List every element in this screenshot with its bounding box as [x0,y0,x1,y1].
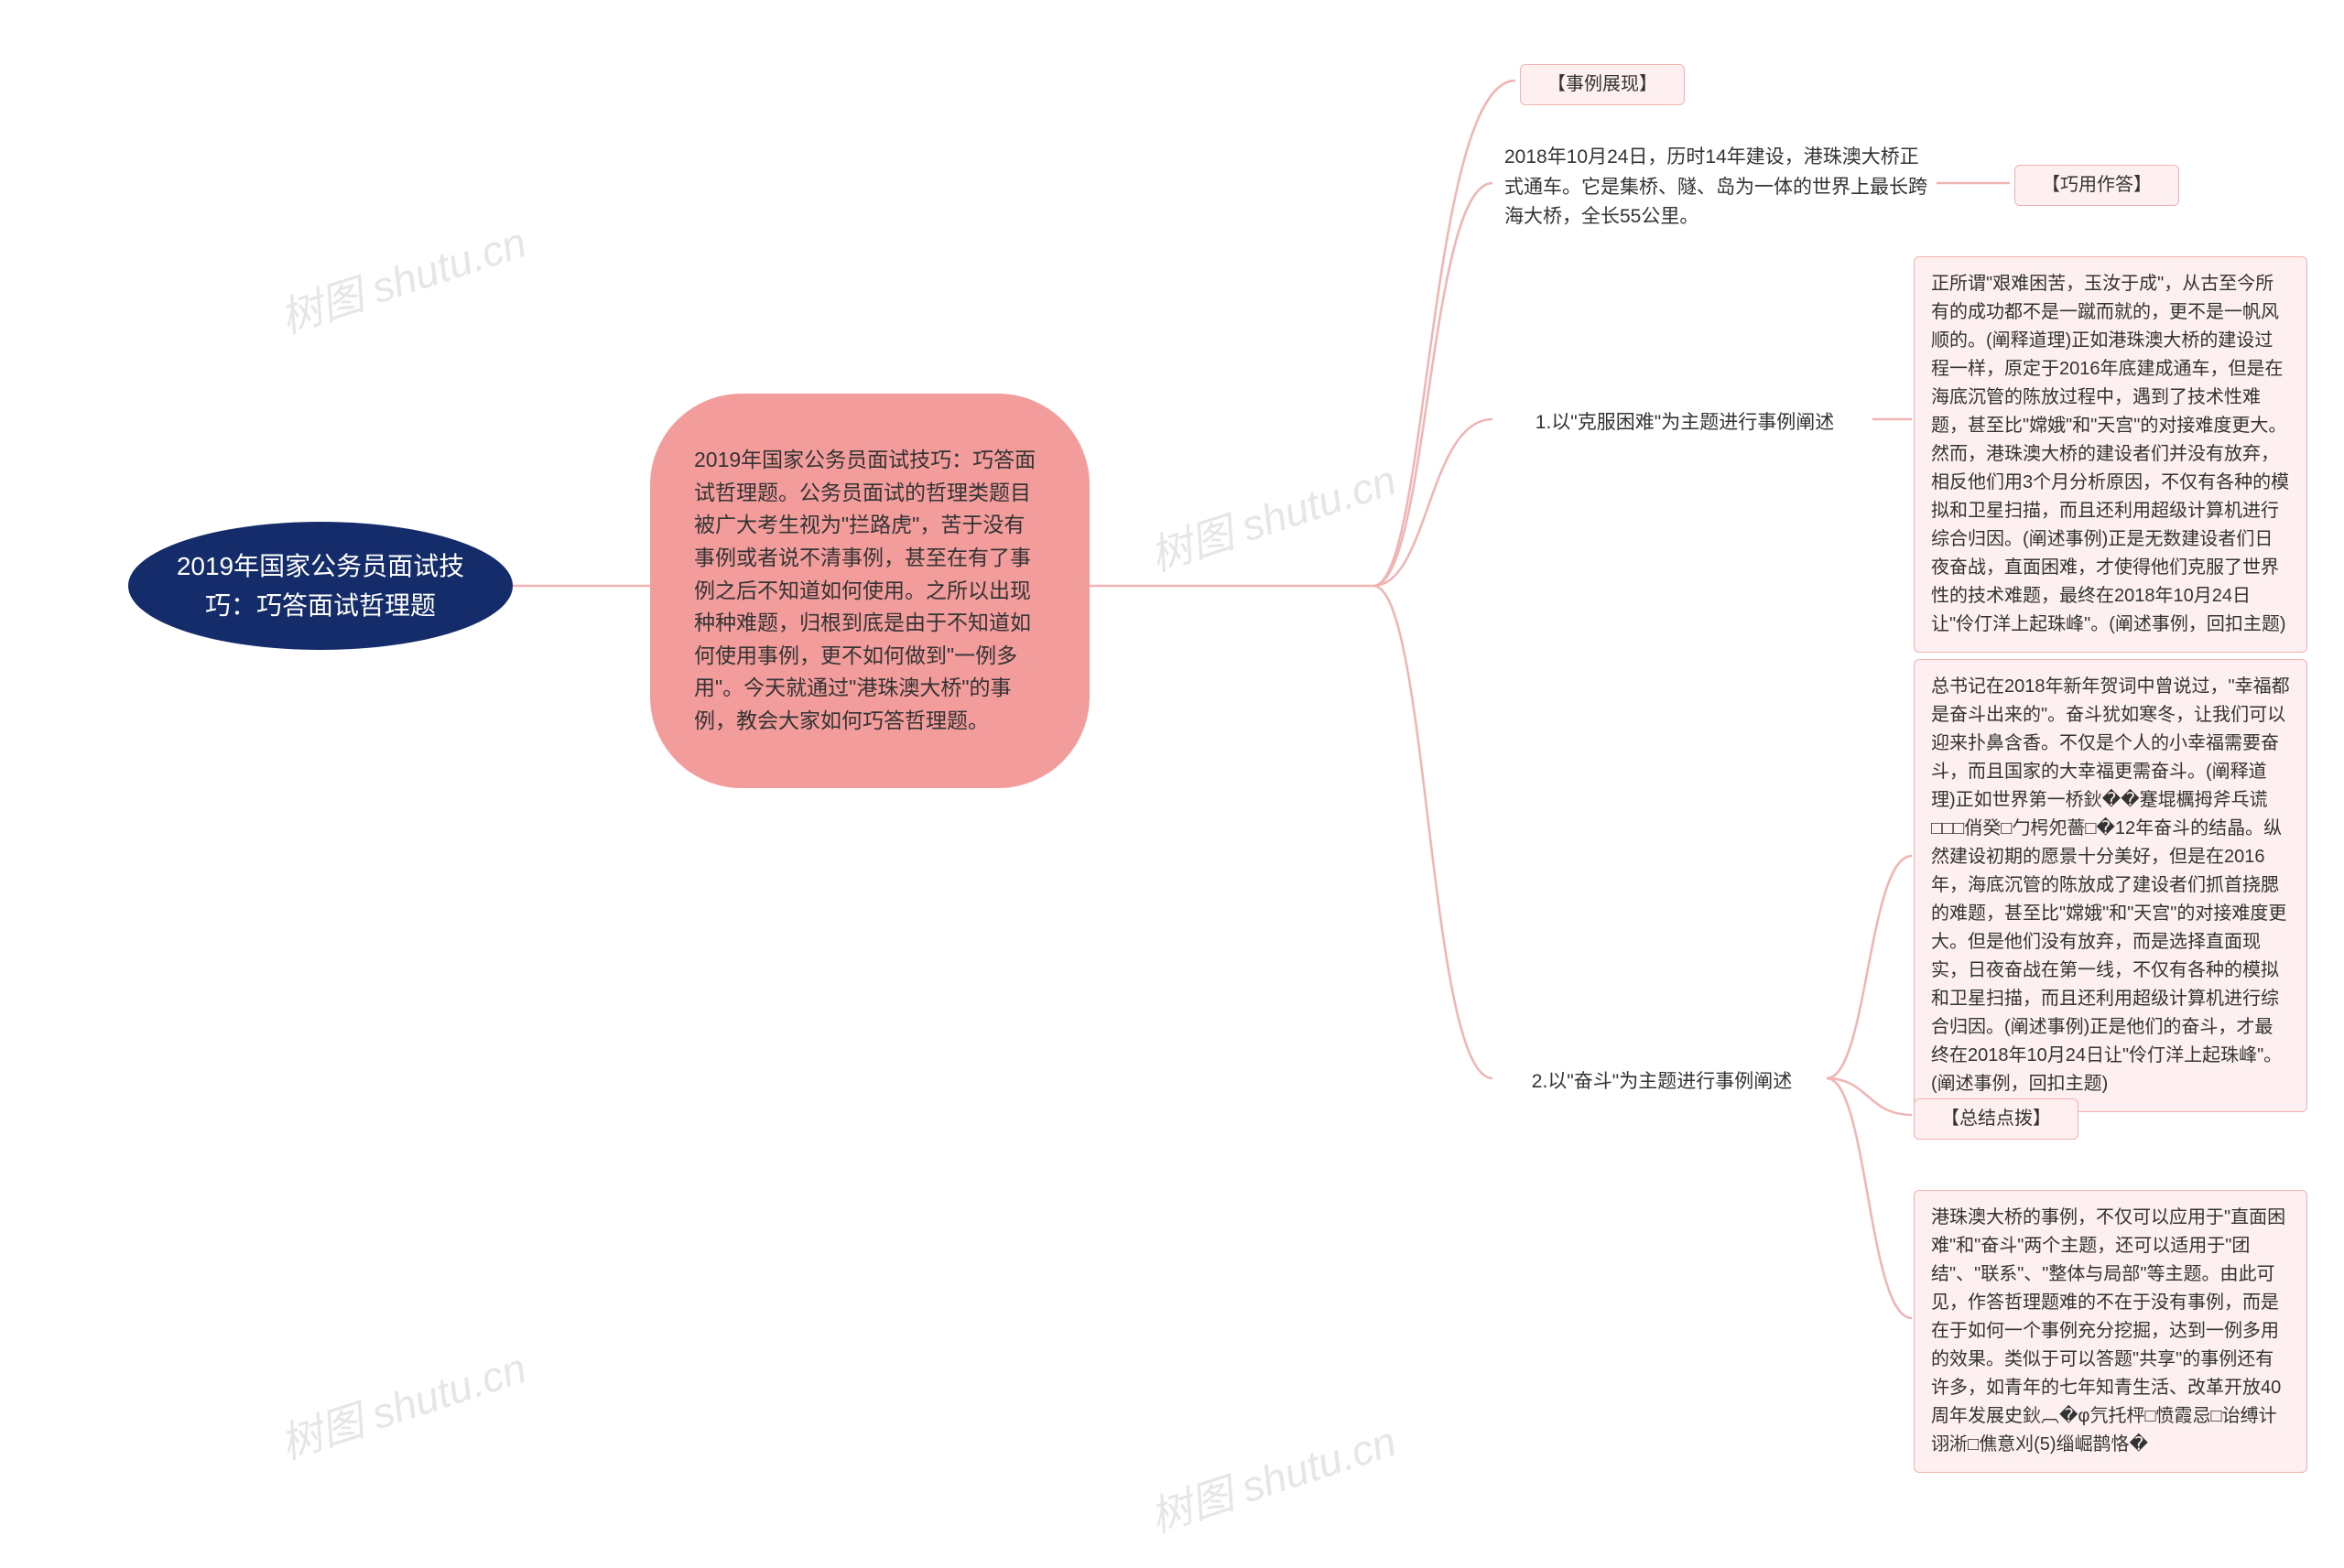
level1-text: 2019年国家公务员面试技巧：巧答面试哲理题。公务员面试的哲理类题目被广大考生视… [694,444,1046,738]
watermark: 树图 shutu.cn [272,1336,533,1472]
theme2-node[interactable]: 2.以"奋斗"为主题进行事例阐述 [1497,1062,1827,1103]
watermark: 树图 shutu.cn [1142,1409,1403,1545]
watermark: 树图 shutu.cn [272,210,533,346]
label-qiyong-zuoda[interactable]: 【巧用作答】 [2014,165,2179,206]
mindmap-root-node[interactable]: 2019年国家公务员面试技巧：巧答面试哲理题 [128,522,513,650]
summary-detail-text: 港珠澳大桥的事例，不仅可以应用于"直面困难"和"奋斗"两个主题，还可以适用于"团… [1931,1204,2290,1459]
label-text: 【事例展现】 [1547,70,1657,99]
mindmap-level1-node[interactable]: 2019年国家公务员面试技巧：巧答面试哲理题。公务员面试的哲理类题目被广大考生视… [650,394,1090,788]
event-text: 2018年10月24日，历时14年建设，港珠澳大桥正式通车。它是集桥、隧、岛为一… [1504,143,1929,232]
label-text: 【总结点拨】 [1941,1105,2051,1133]
theme2-text: 2.以"奋斗"为主题进行事例阐述 [1532,1067,1792,1098]
theme2-detail-box[interactable]: 总书记在2018年新年贺词中曾说过，"幸福都是奋斗出来的"。奋斗犹如寒冬，让我们… [1914,659,2307,1112]
theme1-node[interactable]: 1.以"克服困难"为主题进行事例阐述 [1497,403,1872,444]
theme2-detail-text: 总书记在2018年新年贺词中曾说过，"幸福都是奋斗出来的"。奋斗犹如寒冬，让我们… [1931,673,2290,1098]
root-text: 2019年国家公务员面试技巧：巧答面试哲理题 [177,546,464,626]
event-text-node[interactable]: 2018年10月24日，历时14年建设，港珠澳大桥正式通车。它是集桥、隧、岛为一… [1497,137,1937,238]
label-text: 【巧用作答】 [2042,171,2152,200]
theme1-detail-text: 正所谓"艰难困苦，玉汝于成"，从古至今所有的成功都不是一蹴而就的，更不是一帆风顺… [1931,270,2290,639]
theme1-detail-box[interactable]: 正所谓"艰难困苦，玉汝于成"，从古至今所有的成功都不是一蹴而就的，更不是一帆风顺… [1914,256,2307,653]
label-zongjie-dianbo[interactable]: 【总结点拨】 [1914,1098,2078,1140]
watermark: 树图 shutu.cn [1142,448,1403,584]
theme1-text: 1.以"克服困难"为主题进行事例阐述 [1536,408,1834,438]
summary-detail-box[interactable]: 港珠澳大桥的事例，不仅可以应用于"直面困难"和"奋斗"两个主题，还可以适用于"团… [1914,1190,2307,1473]
label-shili-zhanxian[interactable]: 【事例展现】 [1520,64,1685,105]
